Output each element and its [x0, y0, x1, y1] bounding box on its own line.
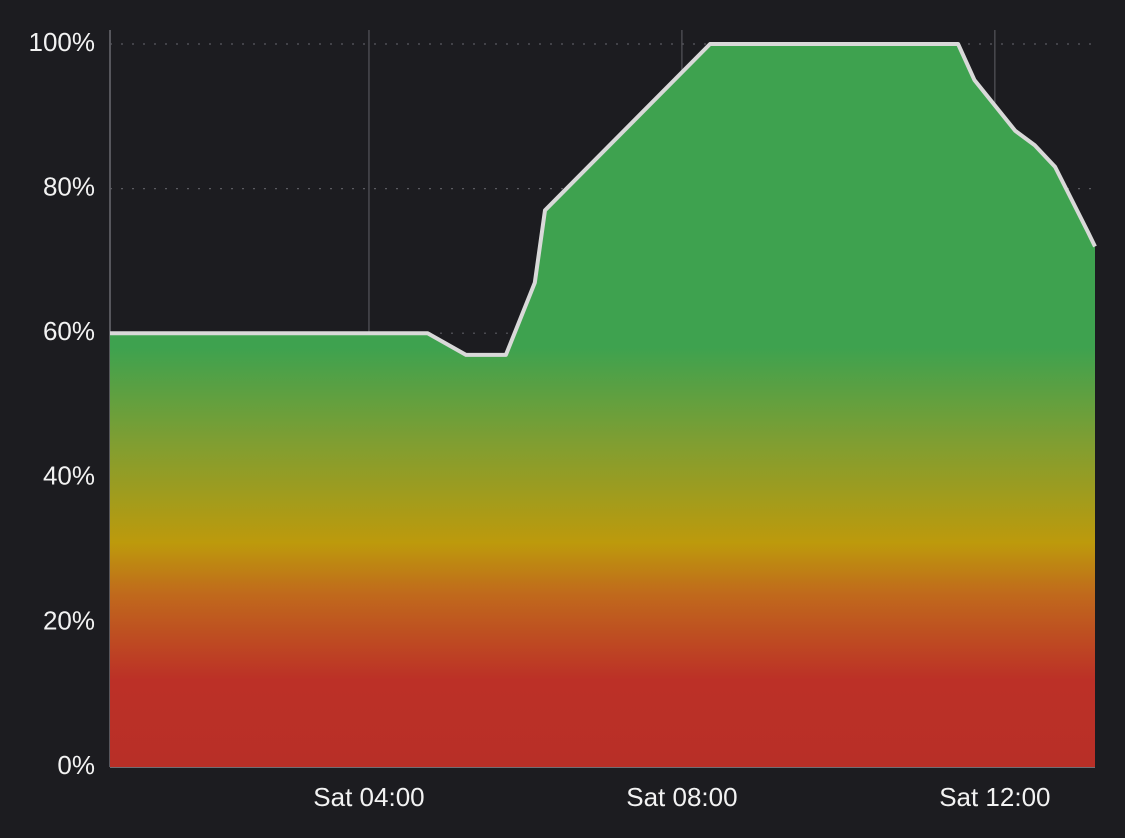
- labels: 0% 20% 40% 60% 80% 100% Sat 04:00 Sat 08:00 Sat …: [29, 27, 1051, 812]
- y-tick-label: 60%: [43, 316, 95, 346]
- y-tick-label: 20%: [43, 605, 95, 635]
- y-tick-label: 0%: [57, 750, 95, 780]
- plot: [110, 42, 1097, 767]
- line: [110, 42, 1097, 357]
- y-tick-label: 100%: [29, 27, 96, 57]
- y-tick-label: 80%: [43, 171, 95, 201]
- x-tick-label: Sat 04:00: [313, 782, 424, 812]
- x-tick-label: Sat 12:00: [939, 782, 1050, 812]
- x-tick-label: Sat 08:00: [626, 782, 737, 812]
- area: [110, 44, 1095, 767]
- y-tick-label: 40%: [43, 461, 95, 491]
